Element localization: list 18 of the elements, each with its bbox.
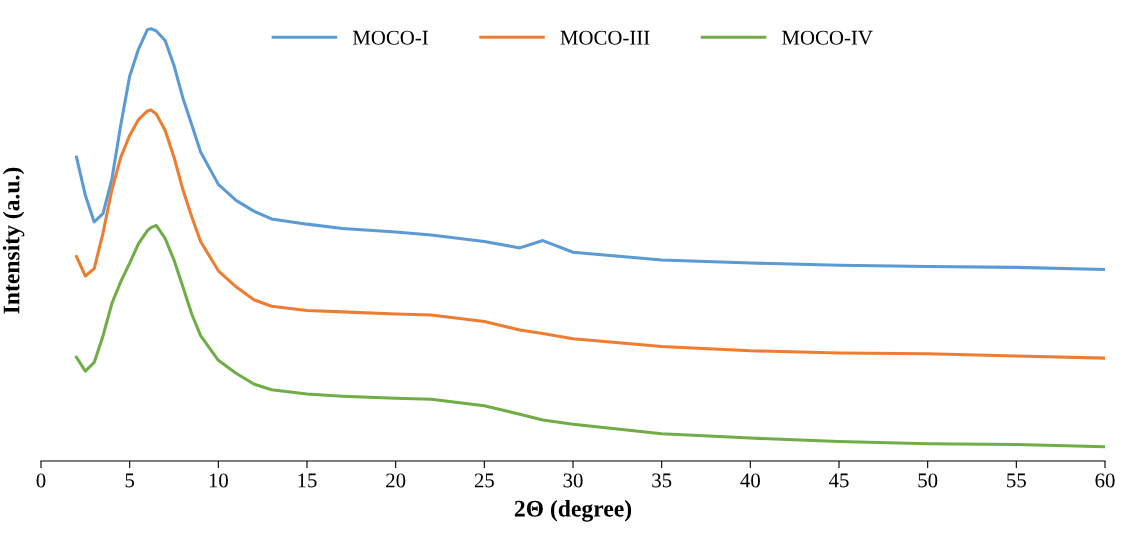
x-tick-label: 45 <box>828 473 849 488</box>
x-tick-label: 40 <box>740 473 760 488</box>
legend-label: MOCO-III <box>560 30 650 45</box>
x-tick-label: 55 <box>1007 473 1026 488</box>
y-axis-title: Intensity (a.u.) <box>2 167 25 314</box>
x-tick-label: 15 <box>298 473 317 488</box>
legend-label: MOCO-IV <box>782 30 873 45</box>
x-tick-label: 5 <box>125 473 135 488</box>
x-tick-label: 60 <box>1095 473 1115 488</box>
legend-label: MOCO-I <box>352 30 428 45</box>
x-tick-label: 10 <box>209 473 228 488</box>
x-tick-label: 35 <box>652 473 672 488</box>
x-tick-label: 50 <box>918 473 938 488</box>
x-tick-label: 30 <box>563 473 583 488</box>
x-tick-label: 20 <box>386 473 406 488</box>
x-axis-title: 2Θ (degree) <box>514 500 632 522</box>
x-tick-label: 0 <box>36 473 46 488</box>
x-tick-label: 25 <box>474 473 494 488</box>
